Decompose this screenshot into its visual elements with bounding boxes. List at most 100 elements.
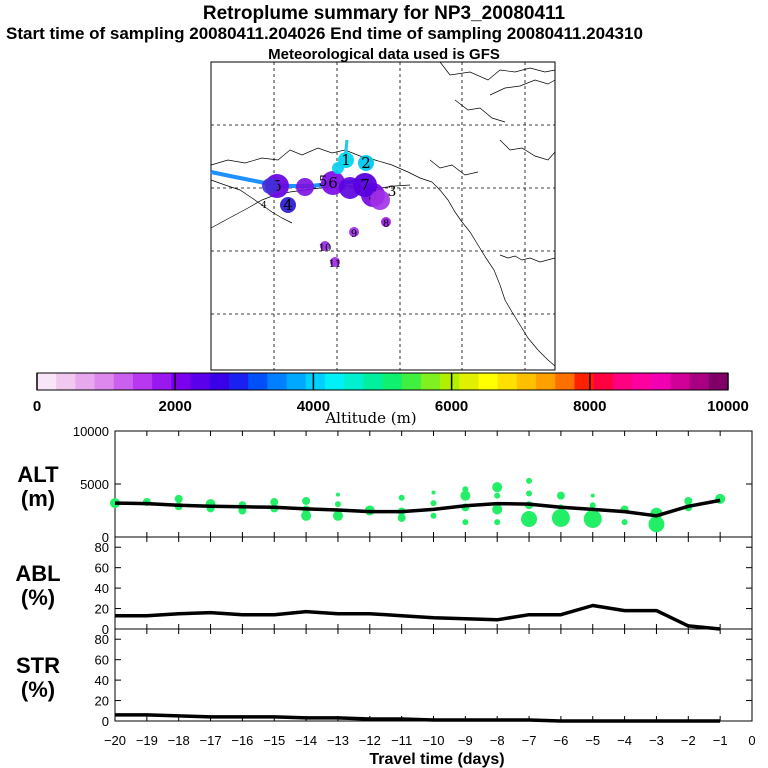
colorbar-swatch: [248, 373, 268, 390]
coastline: [489, 79, 556, 96]
panel-ylabel: ALT: [17, 462, 59, 487]
cluster-marker: [339, 177, 361, 199]
cluster-label: 6: [328, 174, 338, 192]
cluster-label: 11: [329, 259, 342, 270]
x-tick-label: −12: [359, 733, 381, 748]
x-tick-label: −18: [168, 733, 190, 748]
cluster-label: 5: [319, 174, 328, 190]
colorbar-swatch: [344, 373, 364, 390]
cluster-marker: [381, 217, 391, 227]
colorbar-swatch: [536, 373, 556, 390]
colorbar-swatch: [94, 373, 115, 390]
alt-scatter-point: [301, 510, 312, 521]
cluster-label: 8: [383, 219, 389, 230]
series-line-alt: [114, 498, 721, 518]
alt-scatter-point: [494, 492, 501, 499]
colorbar-tick-label: 4000: [297, 398, 330, 415]
chart-title: Retroplume summary for NP3_20080411: [202, 3, 566, 24]
colorbar-swatch: [152, 373, 172, 390]
cluster-marker: [332, 162, 344, 174]
colorbar-swatch: [132, 373, 153, 390]
alt-scatter-point: [332, 510, 343, 521]
alt-scatter-point: [494, 519, 501, 526]
x-tick-label: −13: [327, 733, 349, 748]
alt-scatter-point: [335, 492, 340, 497]
alt-scatter-point: [521, 510, 538, 527]
cluster-label: 1: [341, 151, 351, 169]
alt-scatter-point: [397, 513, 406, 522]
colorbar-swatch: [632, 373, 652, 390]
alt-scatter-point: [621, 519, 628, 526]
y-tick-label: 60: [95, 653, 109, 668]
cluster-marker: [330, 257, 340, 267]
colorbar-swatch: [497, 373, 518, 390]
x-tick-label: 0: [748, 733, 755, 748]
panel-ylabel: STR: [16, 653, 60, 678]
coastline: [439, 61, 556, 81]
colorbar-tick-label: 2000: [159, 398, 192, 415]
y-tick-label: 20: [95, 694, 109, 709]
colorbar-swatch: [651, 373, 671, 390]
x-tick-label: −4: [617, 733, 632, 748]
cluster-label: 3: [388, 184, 397, 200]
colorbar-swatch: [555, 373, 575, 390]
alt-scatter-point: [398, 494, 405, 501]
alt-scatter-point: [334, 501, 341, 508]
panel-abl: 0 20 40 60 80 ABL(%): [15, 536, 753, 637]
colorbar-swatch: [459, 373, 479, 390]
alt-scatter-point: [583, 509, 602, 528]
coastline: [210, 179, 293, 224]
cluster-label: 10: [319, 243, 332, 254]
coastline: [454, 99, 506, 123]
coastline: [210, 147, 433, 183]
alt-scatter-point: [430, 500, 437, 507]
colorbar-swatch: [401, 373, 422, 390]
cluster-label: 9: [351, 229, 357, 240]
colorbar-swatch: [689, 373, 710, 390]
colorbar-swatch: [113, 373, 134, 390]
series-line-str: [115, 713, 721, 723]
colorbar: [36, 372, 729, 391]
map-frame: [210, 61, 556, 371]
x-tick-label: −6: [553, 733, 568, 748]
cluster-marker: [358, 155, 374, 171]
colorbar-swatch: [56, 373, 76, 390]
panel-ylabel-unit: (m): [21, 486, 55, 511]
colorbar-tick-label: 6000: [435, 398, 468, 415]
cluster-marker: [280, 197, 296, 213]
colorbar-swatch: [574, 373, 595, 390]
y-tick-label: 20: [95, 602, 109, 617]
colorbar-tick-label: 0: [33, 398, 41, 415]
colorbar-swatch: [75, 373, 96, 390]
colorbar-swatch: [670, 373, 691, 390]
x-tick-label: −9: [458, 733, 473, 748]
colorbar-swatch: [37, 373, 57, 390]
cluster-marker: [320, 241, 330, 251]
alt-scatter-point: [430, 512, 437, 519]
coastline: [499, 254, 556, 263]
panel-alt: 0 5000 10000 ALT(m): [17, 424, 753, 545]
alt-scatter-point: [431, 490, 436, 495]
x-axis: −20 −19 −18 −17 −16 −15 −14 −13 −12 −11 −10 −9 −8 −7−…: [104, 733, 756, 768]
colorbar-swatch: [286, 373, 307, 390]
met-data-note: Meteorological data used is GFS: [268, 46, 500, 63]
colorbar-swatch: [209, 373, 230, 390]
panel-frame: [114, 536, 753, 630]
cluster-marker: [296, 178, 314, 196]
x-tick-label: −16: [231, 733, 253, 748]
x-tick-label: −3: [649, 733, 664, 748]
y-tick-label: 0: [102, 530, 109, 545]
alt-scatter-point: [492, 504, 503, 515]
panel-ylabel-unit: (%): [21, 585, 55, 610]
x-tick-label: −20: [104, 733, 126, 748]
colorbar-tick-label: 8000: [573, 398, 606, 415]
colorbar-swatch: [267, 373, 288, 390]
panel-str: 0 20 40 60 80 STR(%): [16, 628, 753, 729]
x-tick-label: −19: [136, 733, 158, 748]
cluster-marker: [349, 227, 359, 237]
alt-scatter-point: [110, 498, 120, 509]
y-tick-label: 10000: [73, 424, 109, 439]
colorbar-swatch: [516, 373, 537, 390]
cluster-marker: [262, 178, 278, 194]
